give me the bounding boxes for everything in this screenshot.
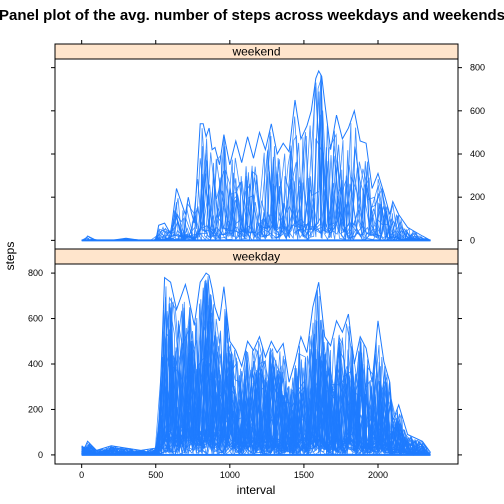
y-tick-label-weekend: 400: [470, 149, 485, 159]
panels-layer: weekend 0 200 400 600 800 weekday 0 200 400 600 800: [28, 43, 485, 465]
x-tick-label: 2000: [368, 470, 388, 480]
y-tick-label-weekday: 0: [38, 450, 43, 460]
panel-weekend: weekend 0 200 400 600 800: [51, 43, 485, 250]
series-line-weekend: [81, 69, 431, 241]
x-axis: 0 500 1000 1500 2000: [79, 40, 388, 480]
x-tick-label: 0: [79, 470, 84, 480]
y-tick-label-weekday: 400: [28, 359, 43, 369]
y-tick-label-weekday: 800: [28, 268, 43, 278]
y-tick-label-weekday: 600: [28, 314, 43, 324]
lines-weekday: [81, 272, 432, 457]
strip-label-weekend: weekend: [231, 45, 280, 59]
day-trace-weekend: [81, 82, 429, 242]
y-tick-label-weekend: 0: [470, 235, 475, 245]
y-tick-label-weekend: 800: [470, 63, 485, 73]
x-axis-label: interval: [237, 483, 276, 497]
x-tick-label: 1500: [294, 470, 314, 480]
x-tick-label: 500: [148, 470, 163, 480]
lines-weekend: [81, 69, 431, 242]
y-tick-label-weekend: 600: [470, 106, 485, 116]
x-tick-label: 1000: [220, 470, 240, 480]
series-line-weekday: [81, 272, 432, 453]
chart-title: Panel plot of the avg. number of steps a…: [0, 7, 504, 24]
y-axis-label: steps: [3, 242, 17, 271]
y-tick-label-weekend: 200: [470, 192, 485, 202]
panel-weekday: weekday 0 200 400 600 800: [28, 248, 462, 465]
strip-label-weekday: weekday: [232, 250, 280, 264]
y-tick-label-weekday: 200: [28, 404, 43, 414]
